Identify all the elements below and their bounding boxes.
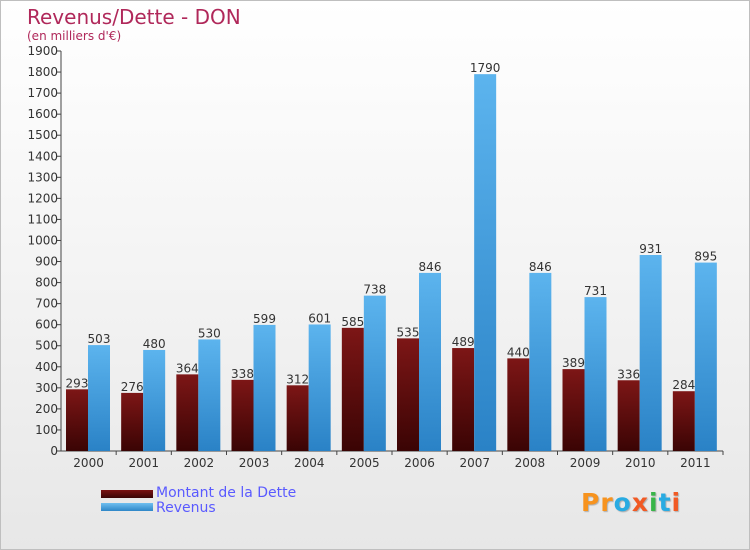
bar-debt	[286, 385, 309, 451]
data-label-revenue: 846	[529, 260, 552, 274]
bar-revenue	[694, 262, 717, 451]
x-tick-label: 2004	[294, 456, 325, 470]
data-label-revenue: 530	[198, 326, 221, 340]
x-tick-label: 2005	[349, 456, 380, 470]
data-label-debt: 535	[397, 325, 420, 339]
bar-revenue	[584, 297, 607, 451]
y-tick-label: 1300	[27, 170, 58, 184]
bar-revenue	[529, 272, 552, 451]
y-tick-label: 0	[50, 444, 58, 458]
data-label-revenue: 738	[363, 283, 386, 297]
data-label-debt: 284	[672, 378, 695, 392]
bar-revenue	[474, 74, 497, 451]
data-label-revenue: 599	[253, 312, 276, 326]
data-label-debt: 312	[286, 372, 309, 386]
data-label-revenue: 503	[88, 332, 111, 346]
y-tick-label: 1800	[27, 65, 58, 79]
bar-debt	[397, 338, 419, 451]
data-label-revenue: 846	[419, 260, 442, 274]
bar-revenue	[198, 339, 221, 451]
y-tick-label: 1100	[27, 212, 58, 226]
bar-debt	[66, 389, 88, 451]
data-label-debt: 364	[176, 361, 199, 375]
data-label-debt: 336	[617, 367, 640, 381]
chart-subtitle: (en milliers d'€)	[27, 29, 122, 43]
data-label-revenue: 1790	[470, 61, 501, 75]
bar-revenue	[639, 255, 662, 451]
y-tick-label: 800	[35, 276, 58, 290]
y-tick-label: 1500	[27, 128, 58, 142]
x-tick-label: 2003	[239, 456, 270, 470]
legend: Montant de la Dette Revenus	[101, 485, 361, 517]
x-tick-label: 2002	[184, 456, 215, 470]
x-tick-label: 2010	[625, 456, 656, 470]
x-tick-label: 2009	[570, 456, 601, 470]
bar-revenue	[308, 324, 331, 451]
y-tick-label: 1200	[27, 191, 58, 205]
bar-debt	[341, 327, 364, 451]
data-label-debt: 585	[341, 315, 364, 329]
bar-revenue	[143, 349, 166, 451]
data-label-debt: 440	[507, 345, 530, 359]
legend-swatch-revenue	[101, 503, 153, 511]
legend-label-revenue: Revenus	[156, 500, 216, 516]
y-tick-label: 300	[35, 381, 58, 395]
legend-item-debt: Montant de la Dette	[101, 485, 361, 502]
bar-debt	[176, 374, 199, 451]
data-label-debt: 276	[121, 380, 144, 394]
y-tick-label: 100	[35, 423, 58, 437]
y-tick-label: 1600	[27, 107, 58, 121]
data-label-revenue: 480	[143, 337, 166, 351]
data-label-debt: 293	[66, 376, 89, 390]
y-tick-label: 600	[35, 318, 58, 332]
x-tick-label: 2007	[459, 456, 490, 470]
x-tick-label: 2008	[515, 456, 546, 470]
data-label-debt: 338	[231, 367, 254, 381]
y-tick-label: 1400	[27, 149, 58, 163]
brand-logo: Proxiti	[581, 488, 682, 517]
bar-revenue	[88, 345, 110, 451]
data-label-revenue: 731	[584, 284, 607, 298]
bar-debt	[231, 379, 254, 451]
x-tick-label: 2000	[73, 456, 104, 470]
bar-debt	[507, 358, 530, 451]
y-tick-label: 200	[35, 402, 58, 416]
chart-title: Revenus/Dette - DON	[27, 5, 241, 29]
data-label-revenue: 895	[694, 250, 717, 264]
y-tick-label: 700	[35, 297, 58, 311]
y-tick-label: 500	[35, 339, 58, 353]
bar-revenue	[419, 272, 441, 451]
data-label-debt: 489	[452, 335, 475, 349]
x-tick-label: 2011	[680, 456, 711, 470]
bar-debt	[121, 392, 144, 451]
bar-revenue	[363, 295, 386, 451]
x-tick-label: 2006	[404, 456, 435, 470]
y-tick-label: 1900	[27, 44, 58, 58]
bar-debt	[562, 369, 585, 451]
bar-debt	[617, 380, 640, 451]
bar-debt	[672, 391, 695, 451]
data-label-revenue: 601	[308, 311, 331, 325]
y-tick-label: 1700	[27, 86, 58, 100]
bar-revenue	[253, 324, 276, 451]
bar-debt	[452, 348, 475, 451]
y-tick-label: 400	[35, 360, 58, 374]
y-tick-label: 1000	[27, 233, 58, 247]
data-label-debt: 389	[562, 356, 585, 370]
data-label-revenue: 931	[639, 242, 662, 256]
legend-swatch-debt	[101, 490, 153, 498]
x-tick-label: 2001	[128, 456, 159, 470]
legend-item-revenue: Revenus	[101, 500, 361, 517]
legend-label-debt: Montant de la Dette	[156, 485, 297, 501]
y-tick-label: 900	[35, 255, 58, 269]
